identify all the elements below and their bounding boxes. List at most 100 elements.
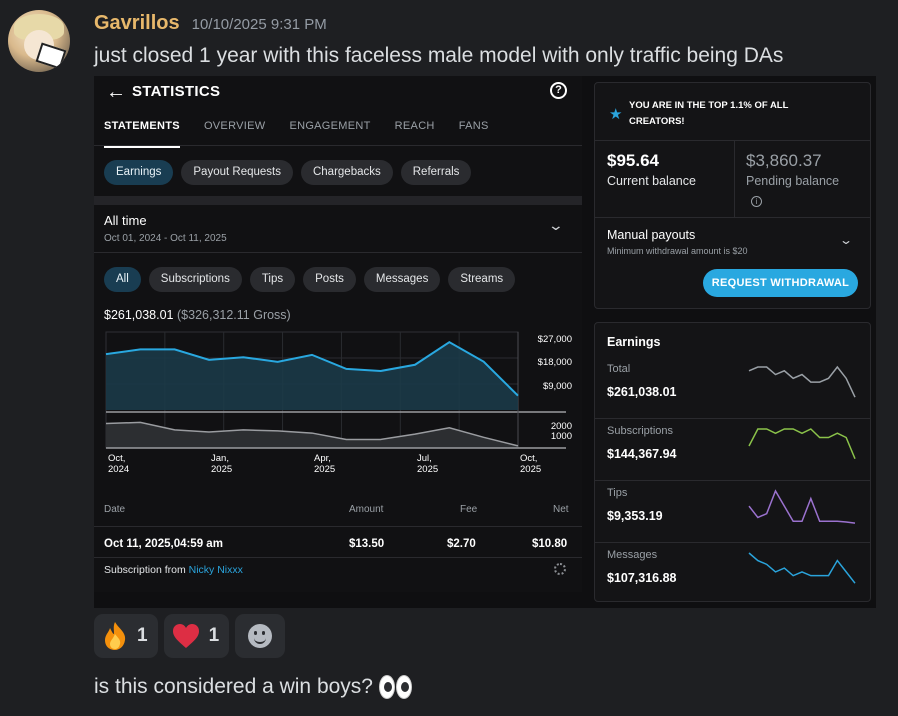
chip-chargebacks[interactable]: Chargebacks: [300, 160, 393, 185]
date-range-selector[interactable]: All time Oct 01, 2024 - Oct 11, 2025 ⌄: [94, 205, 582, 253]
tab-engagement[interactable]: ENGAGEMENT: [289, 120, 371, 132]
reaction-count: 1: [137, 625, 148, 646]
minimum-withdrawal-note: Minimum withdrawal amount is $20: [607, 246, 748, 256]
earnings-summary: $261,038.01 ($326,312.11 Gross): [104, 308, 291, 322]
table-divider: [94, 557, 582, 558]
back-arrow-icon[interactable]: ←: [106, 81, 126, 103]
eyes-emoji-icon: [378, 675, 412, 699]
chip-payout-requests[interactable]: Payout Requests: [181, 160, 293, 185]
add-reaction-button[interactable]: [235, 614, 286, 658]
earnings-panel-title: Earnings: [607, 335, 661, 349]
y-tick-label: $18,000: [537, 357, 572, 369]
table-divider: [94, 526, 582, 527]
x-tick-label: Oct, 2025: [520, 453, 542, 475]
fire-icon: [105, 622, 126, 650]
message-text: just closed 1 year with this faceless ma…: [94, 44, 784, 67]
chevron-down-icon[interactable]: ⌄: [838, 233, 854, 247]
category-chips: All Subscriptions Tips Posts Messages St…: [104, 267, 516, 292]
message-header: Gavrillos 10/10/2025 9:31 PM: [94, 12, 327, 35]
earnings-row-label: Messages: [607, 549, 658, 561]
net-total: $261,038.01: [104, 308, 174, 322]
sparkline-path: [748, 365, 856, 398]
loading-spinner-icon: [554, 563, 566, 575]
page-title: STATISTICS: [132, 83, 221, 100]
chevron-down-icon[interactable]: ⌄: [547, 217, 565, 233]
earnings-row[interactable]: Tips $9,353.19: [595, 481, 870, 543]
user-avatar[interactable]: [8, 10, 70, 72]
sparkline-path: [748, 552, 856, 584]
earnings-area: [106, 342, 518, 410]
x-tick-label: Oct, 2024: [108, 453, 130, 475]
earnings-row-label: Subscriptions: [607, 425, 674, 437]
y-tick-label: $9,000: [542, 380, 572, 392]
star-icon: ★: [609, 106, 623, 123]
statement-type-chips: Earnings Payout Requests Chargebacks Ref…: [104, 160, 472, 185]
pending-balance-label: Pending balance: [746, 174, 840, 188]
top-creator-badge: YOU ARE IN THE TOP 1.1% OF ALL CREATORS!: [629, 100, 789, 127]
earnings-row-label: Total: [607, 363, 631, 375]
earnings-line: [105, 340, 519, 397]
sparkline-path: [748, 489, 856, 524]
chip-posts[interactable]: Posts: [303, 267, 356, 292]
statistics-panel: ← STATISTICS ? STATEMENTS OVERVIEW ENGAG…: [94, 76, 582, 592]
earnings-breakdown-panel: Earnings Total $261,038.01 Subscriptions…: [594, 322, 871, 602]
section-divider: [94, 196, 582, 205]
help-icon[interactable]: ?: [550, 82, 567, 99]
statistics-header: ← STATISTICS ? STATEMENTS OVERVIEW ENGAG…: [94, 76, 582, 148]
chip-all[interactable]: All: [104, 267, 141, 292]
x-tick-label: Jan, 2025: [211, 453, 233, 475]
y-tick-label: 2000: [550, 420, 572, 432]
tab-statements[interactable]: STATEMENTS: [104, 120, 180, 148]
y-tick-label: 1000: [550, 431, 572, 443]
earnings-row[interactable]: Subscriptions $144,367.94: [595, 419, 870, 481]
sparkline: [748, 552, 856, 584]
range-dates: Oct 01, 2024 - Oct 11, 2025: [104, 233, 227, 244]
chip-messages[interactable]: Messages: [363, 267, 441, 292]
col-header-net: Net: [553, 504, 569, 515]
divider: [595, 480, 870, 481]
row-net: $10.80: [532, 538, 568, 550]
balance-panel: ★ YOU ARE IN THE TOP 1.1% OF ALL CREATOR…: [594, 82, 871, 309]
row-fee: $2.70: [447, 538, 476, 550]
row-date: Oct 11, 2025,04:59 am: [104, 538, 223, 550]
manual-payouts-title: Manual payouts: [607, 228, 696, 242]
chart-svg: [105, 331, 566, 449]
sparkline-path: [748, 428, 856, 460]
row-amount: $13.50: [349, 538, 385, 550]
chip-referrals[interactable]: Referrals: [400, 160, 472, 185]
username[interactable]: Gavrillos: [94, 12, 180, 34]
chip-streams[interactable]: Streams: [448, 267, 516, 292]
divider: [595, 140, 870, 141]
current-balance-value: $95.64: [607, 151, 659, 170]
fan-link[interactable]: Nicky Nixxx: [188, 564, 243, 576]
earnings-row[interactable]: Total $261,038.01: [595, 357, 870, 419]
info-icon[interactable]: i: [751, 196, 762, 207]
earnings-row-value: $107,316.88: [607, 571, 677, 585]
earnings-row[interactable]: Messages $107,316.88: [595, 543, 870, 605]
x-tick-label: Jul, 2025: [417, 453, 439, 475]
divider: [734, 140, 735, 217]
reaction-fire[interactable]: 1: [94, 614, 158, 658]
stats-tabs: STATEMENTS OVERVIEW ENGAGEMENT REACH FAN…: [104, 120, 489, 148]
divider: [595, 418, 870, 419]
reaction-heart[interactable]: 1: [163, 614, 230, 658]
chip-subscriptions[interactable]: Subscriptions: [148, 267, 242, 292]
tab-reach[interactable]: REACH: [394, 120, 435, 132]
heart-icon: [172, 624, 199, 648]
earnings-row-value: $144,367.94: [607, 447, 677, 461]
followup-text: is this considered a win boys?: [94, 675, 373, 698]
transactions-line: [105, 421, 519, 447]
attached-screenshot[interactable]: ← STATISTICS ? STATEMENTS OVERVIEW ENGAG…: [94, 76, 876, 608]
earnings-row-value: $261,038.01: [607, 385, 677, 399]
avatar-cards: [35, 42, 67, 70]
earnings-chart: $27,000 $18,000 $9,000 2000 1000 Oct, 2024 Jan,…: [102, 330, 572, 480]
chip-earnings[interactable]: Earnings: [104, 160, 174, 185]
y-tick-label: $27,000: [537, 333, 572, 345]
tab-overview[interactable]: OVERVIEW: [203, 120, 266, 132]
chip-tips[interactable]: Tips: [249, 267, 296, 292]
eye: [395, 675, 412, 699]
smiley-icon: [248, 624, 273, 648]
timestamp: 10/10/2025 9:31 PM: [191, 16, 327, 33]
request-withdrawal-button[interactable]: REQUEST WITHDRAWAL: [703, 269, 858, 297]
tab-fans[interactable]: FANS: [458, 120, 489, 132]
